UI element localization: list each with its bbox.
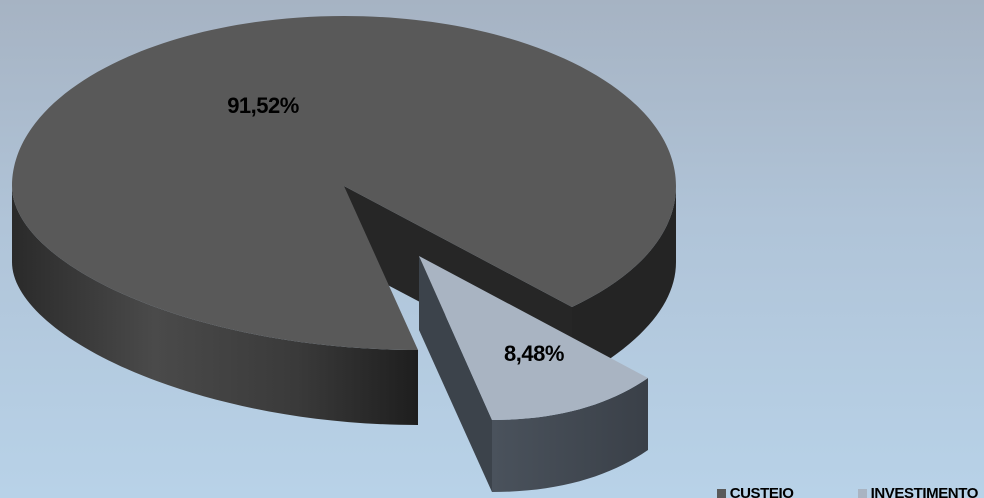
- investimento-top: [419, 256, 648, 420]
- legend-swatch-investimento: [857, 489, 867, 498]
- legend-item-investimento[interactable]: INVESTIMENTO: [857, 485, 979, 498]
- investimento-side-left: [419, 256, 492, 492]
- custeio-side-right: [572, 186, 676, 382]
- pie-slice-investimento[interactable]: [419, 256, 648, 492]
- legend-label-investimento: INVESTIMENTO: [870, 485, 979, 498]
- investimento-side-front: [492, 378, 648, 492]
- data-label-investimento: 8,48%: [504, 341, 564, 366]
- legend: CUSTEIO INVESTIMENTO: [716, 485, 979, 498]
- data-label-custeio: 91,52%: [227, 93, 299, 118]
- legend-item-custeio[interactable]: CUSTEIO: [716, 485, 794, 498]
- legend-label-custeio: CUSTEIO: [729, 485, 794, 498]
- custeio-top: [12, 16, 676, 350]
- custeio-side-front: [12, 186, 418, 425]
- legend-swatch-custeio: [716, 489, 726, 498]
